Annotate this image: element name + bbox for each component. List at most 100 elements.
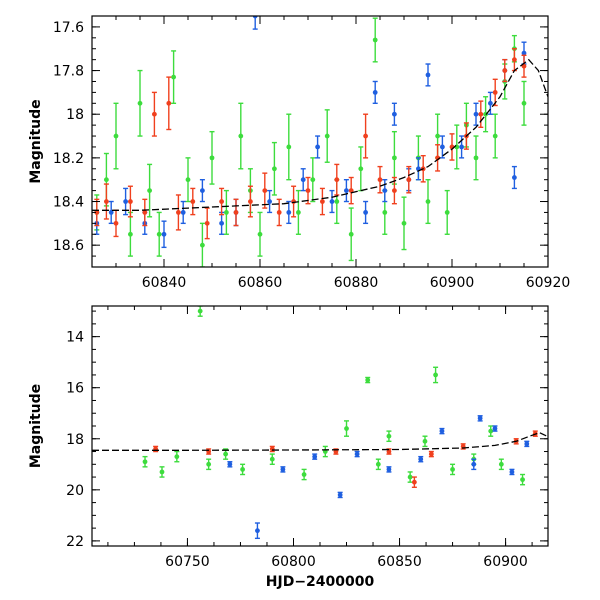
data-point-blue [524,440,530,448]
x-tick-label: 60900 [483,554,528,570]
model-curve [92,431,548,451]
data-point-blue [329,189,335,214]
data-point-blue [254,522,260,540]
marker [411,479,417,485]
marker [512,57,517,63]
data-point-red [103,183,109,220]
data-point-green [156,211,162,257]
marker [344,188,349,194]
marker [521,50,527,56]
data-point-red [391,176,397,205]
marker [334,199,340,204]
marker [428,451,434,457]
marker [386,467,392,472]
data-point-red [276,198,282,227]
data-point-blue [382,178,388,203]
data-point-red [363,113,369,159]
data-point-blue [471,458,477,471]
marker [320,199,325,204]
marker [127,199,133,204]
data-point-green [257,211,263,257]
marker [159,469,165,475]
data-point-green [197,306,203,317]
y-axis: 17.6 17.8 18 18.2 18.4 18.6 [53,15,548,257]
data-point-green [142,455,148,468]
data-point-green [386,430,392,443]
marker [94,210,100,215]
data-point-blue [286,200,292,225]
marker [113,133,119,139]
data-point-blue [312,453,318,460]
marker [459,144,464,150]
data-point-blue [280,466,286,473]
data-point-red [411,476,417,488]
marker [276,210,282,215]
marker [104,177,109,183]
data-point-green [286,113,292,181]
data-point-green [301,468,307,481]
y-tick-label: 14 [66,330,84,346]
x-tick-label: 60850 [377,554,422,570]
data-point-red [247,185,253,218]
data-point-red [175,194,181,231]
data-point-green [240,463,246,476]
data-point-green [407,471,413,483]
marker [200,242,205,248]
data-point-green [422,435,428,448]
data-point-green [492,113,498,159]
y-tick-label: 17.6 [53,20,84,36]
marker [248,199,253,204]
data-point-blue [267,189,273,214]
data-point-red [305,176,311,205]
marker [358,166,364,172]
data-point-blue [439,135,445,159]
marker [401,220,407,226]
data-point-blue [425,63,431,87]
marker [372,37,378,43]
data-point-blue [300,168,306,192]
data-point-green [147,163,153,218]
marker [176,210,181,215]
marker [300,177,306,183]
data-point-green [365,376,371,384]
data-point-blue [372,80,378,105]
marker [422,438,428,444]
marker [190,199,196,204]
data-point-green [344,420,350,437]
x-tick-label: 60880 [334,275,379,291]
marker [206,461,212,467]
data-point-green [324,109,330,163]
y-tick-label: 18.2 [53,151,84,167]
marker [262,188,268,194]
data-point-green [206,458,212,471]
data-point-blue [363,200,369,225]
data-point-green [473,135,479,181]
data-point-green [450,463,456,476]
marker [233,210,239,215]
data-point-red [511,48,517,72]
data-point-blue [343,178,349,203]
data-point-blue [108,200,114,225]
marker [269,456,275,462]
marker [473,155,479,161]
marker [382,188,388,194]
data-point-green [498,458,504,471]
marker [200,188,205,194]
marker [267,199,272,204]
axis-frame [91,305,549,547]
data-point-green [372,17,378,63]
data-point-green [269,453,275,465]
marker [348,231,354,237]
data-point-green [209,130,215,185]
data-point-green [159,466,165,478]
data-point-green [185,157,191,203]
marker [488,100,493,106]
data-point-blue [511,165,517,190]
marker [197,308,203,314]
data-point-green [113,102,119,170]
data-point-blue [386,466,392,473]
marker [180,210,186,215]
marker [524,441,530,447]
series-blue [227,415,530,540]
